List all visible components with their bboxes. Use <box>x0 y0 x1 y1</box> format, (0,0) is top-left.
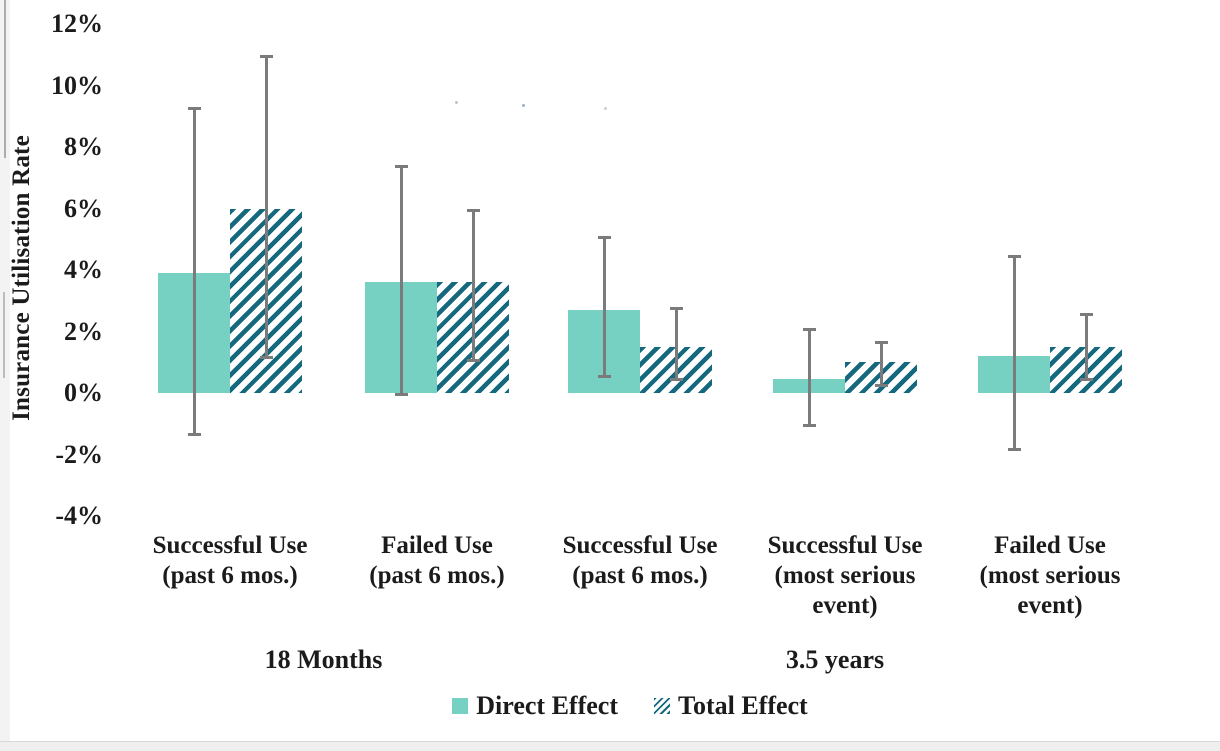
error-bar-cap <box>187 433 201 437</box>
legend: Direct Effect Total Effect <box>0 691 1220 721</box>
error-bar-cap <box>669 306 683 310</box>
y-tick-label: 10% <box>51 70 103 100</box>
error-bar-direct-effect-cat4 <box>807 328 811 427</box>
error-bar-cap <box>597 236 611 240</box>
group-label-18-months: 18 Months <box>264 645 383 674</box>
error-bar-direct-effect-cat3 <box>602 236 606 378</box>
category-label-line: (most serious <box>774 562 916 589</box>
error-bar-direct-effect-cat2 <box>399 165 403 397</box>
category-label-line: event) <box>812 592 878 619</box>
category-label-line: Successful Use <box>152 532 308 559</box>
error-bar-total-effect-cat2 <box>471 208 475 363</box>
error-bar-cap <box>802 328 816 332</box>
error-bar-cap <box>394 165 408 169</box>
category-label-line: (past 6 mos.) <box>572 562 708 589</box>
group-label-3-5-years: 3.5 years <box>785 645 885 674</box>
category-label-5: Failed Use (most serious event) <box>945 531 1155 621</box>
y-tick-label: -4% <box>55 501 103 530</box>
error-bar-cap <box>1079 377 1093 381</box>
y-tick-label: -2% <box>55 439 103 469</box>
error-bar-cap <box>669 377 683 381</box>
error-bar-cap <box>466 359 480 363</box>
error-bar-cap <box>1079 313 1093 317</box>
y-tick-label: 0% <box>64 378 103 407</box>
y-tick-label: 4% <box>64 255 103 284</box>
category-label-1: Successful Use (past 6 mos.) <box>125 531 335 591</box>
y-tick-label: 8% <box>64 132 103 161</box>
error-bar-cap <box>1007 448 1021 452</box>
artifact-dot <box>604 107 607 110</box>
error-bar-cap <box>597 374 611 378</box>
error-bar-cap <box>1007 254 1021 258</box>
error-bar-direct-effect-cat5 <box>1012 254 1016 452</box>
legend-swatch-total-effect <box>653 698 670 714</box>
category-label-4: Successful Use (most serious event) <box>740 531 950 621</box>
legend-item-total-effect: Total Effect <box>653 691 808 721</box>
legend-swatch-direct-effect <box>452 698 469 714</box>
error-bar-cap <box>802 423 816 427</box>
error-bar-cap <box>187 107 201 111</box>
error-bar-total-effect-cat3 <box>674 306 678 381</box>
error-bar-direct-effect-cat1 <box>192 107 196 437</box>
error-bar-cap <box>259 54 273 58</box>
legend-label: Direct Effect <box>476 691 618 720</box>
category-label-line: (past 6 mos.) <box>162 562 298 589</box>
error-bar-total-effect-cat1 <box>264 54 268 360</box>
legend-label: Total Effect <box>677 691 808 720</box>
window-edge-left-line <box>4 0 6 158</box>
category-label-2: Failed Use (past 6 mos.) <box>332 531 542 591</box>
y-tick-label: 6% <box>64 193 103 223</box>
category-label-3: Successful Use (past 6 mos.) <box>535 531 745 591</box>
error-bar-cap <box>394 393 408 397</box>
error-bar-cap <box>874 340 888 344</box>
artifact-dot <box>522 104 525 107</box>
error-bar-total-effect-cat4 <box>879 340 883 387</box>
category-label-line: (most serious <box>979 562 1121 589</box>
window-edge-bottom <box>0 741 1220 751</box>
category-label-line: Successful Use <box>767 532 923 559</box>
y-tick-label: 2% <box>64 316 103 346</box>
category-label-line: event) <box>1017 592 1083 619</box>
error-bar-cap <box>259 356 273 360</box>
error-bar-cap <box>874 383 888 387</box>
error-bar-total-effect-cat5 <box>1084 313 1088 381</box>
error-bar-cap <box>466 208 480 212</box>
category-label-line: Failed Use <box>994 532 1106 559</box>
category-label-line: Successful Use <box>562 532 718 559</box>
legend-item-direct-effect: Direct Effect <box>452 691 618 721</box>
category-label-line: Failed Use <box>381 532 493 559</box>
artifact-dot <box>455 101 458 104</box>
window-edge-left <box>0 0 10 741</box>
category-label-line: (past 6 mos.) <box>369 562 505 589</box>
y-tick-label: 12% <box>51 9 103 38</box>
window-edge-left-line <box>3 292 5 378</box>
